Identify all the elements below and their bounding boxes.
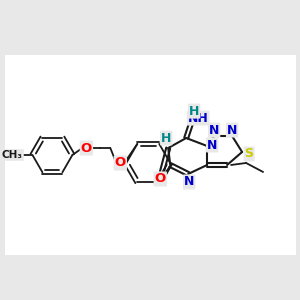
Text: S: S: [244, 148, 253, 160]
Text: CH₃: CH₃: [2, 150, 23, 160]
Text: NH: NH: [188, 112, 208, 124]
FancyBboxPatch shape: [4, 55, 296, 255]
Text: N: N: [184, 176, 194, 188]
Text: O: O: [81, 142, 92, 154]
Text: H: H: [161, 131, 171, 145]
Text: H: H: [189, 105, 200, 118]
Text: O: O: [154, 172, 166, 185]
Text: N: N: [227, 124, 237, 136]
Text: O: O: [115, 157, 126, 169]
Text: N: N: [207, 139, 217, 152]
Text: N: N: [209, 124, 219, 136]
